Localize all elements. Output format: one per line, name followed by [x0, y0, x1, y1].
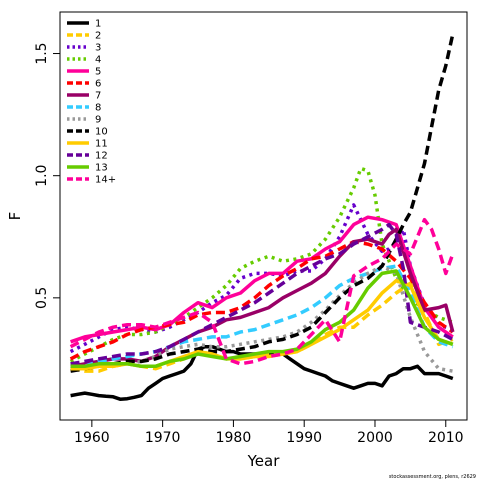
x-tick-label: 1960 [74, 430, 110, 446]
y-tick-label: 0.5 [34, 287, 50, 309]
legend-label: 5 [95, 67, 101, 78]
legend-label: 12 [95, 151, 108, 162]
y-axis-label: F [6, 212, 24, 221]
x-tick-label: 1970 [145, 430, 181, 446]
series-line-10 [70, 33, 455, 373]
legend-label: 7 [95, 91, 101, 102]
x-tick-label: 1980 [216, 430, 252, 446]
series-line-9 [70, 264, 454, 373]
credit-text: stockassessment.org, plens, r2629 [389, 474, 476, 480]
series-line-7 [70, 227, 455, 369]
series-line-14plus [69, 217, 455, 366]
y-tick-label: 1.5 [34, 42, 50, 64]
series-line-8 [70, 264, 454, 369]
legend-label: 6 [95, 79, 101, 90]
plot-frame [59, 11, 468, 421]
x-axis-label: Year [247, 452, 281, 470]
legend-label: 13 [95, 163, 108, 174]
legend-label: 2 [95, 31, 101, 42]
series-layer [69, 33, 455, 401]
legend-label: 8 [95, 103, 101, 114]
x-axis: 1960 1970 1980 1990 2000 2010 [74, 420, 464, 446]
legend-label: 14+ [95, 175, 116, 186]
x-tick-label: 1990 [286, 430, 322, 446]
series-line-5 [70, 215, 454, 344]
legend-label: 1 [95, 19, 101, 30]
series-line-13 [70, 269, 454, 369]
legend-label: 11 [95, 139, 108, 150]
y-tick-label: 1.0 [34, 165, 50, 187]
legend-label: 9 [95, 115, 101, 126]
x-tick-label: 2010 [428, 430, 464, 446]
legend-label: 4 [95, 55, 101, 66]
legend-label: 3 [95, 43, 101, 54]
x-tick-label: 2000 [357, 430, 393, 446]
y-axis: 0.5 1.0 1.5 [34, 42, 60, 309]
series-line-12 [70, 222, 454, 366]
legend-label: 10 [95, 127, 108, 138]
